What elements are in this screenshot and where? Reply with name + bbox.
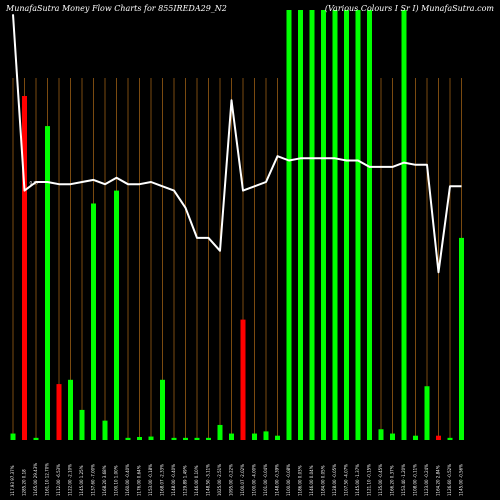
flow-bar [137,436,142,440]
x-tick-label: 1148.50 -3.11% [206,464,211,496]
flow-bar [33,437,39,440]
x-tick-label: 117.93 97.37% [10,465,15,496]
flow-bar [275,435,280,440]
x-tick-label: 1135.00 -0.45% [378,464,383,496]
flow-bar [413,435,418,440]
x-tick-label: 1107.50 -4.07% [344,464,349,496]
flow-bar [68,379,73,440]
flow-bar [10,433,16,440]
flow-bar [91,203,96,440]
x-tick-label: 1122.00 -2.10% [68,464,73,496]
x-tick-label: 1146.00 0.04% [309,465,314,496]
flow-bar [183,437,188,440]
flow-bar [332,10,338,440]
x-tick-label: 1100.10 1.00% [114,465,119,496]
flow-bar [45,126,50,440]
x-tick-label: 1145.00 -0.56% [459,464,464,496]
x-tick-label: 1145.00 1.25% [79,465,84,496]
x-tick-label: 1153.00 -0.18% [148,464,153,496]
x-tick-label: 1025.00 -2.51% [217,464,222,496]
flow-bar [56,384,62,440]
x-tick-label: 1184.00 0.05% [321,465,326,496]
x-tick-label: 1126.60 -0.52% [447,464,452,496]
flow-bar [217,424,223,440]
flow-bar [240,319,246,440]
flow-bar [378,429,384,440]
x-tick-label: 1145.00 -1.37% [355,464,360,496]
price-line [12,14,462,274]
flow-bar [344,10,349,440]
x-tick-label: 1148.00 -0.39% [275,464,280,496]
x-tick-label: 1112.00 -6.53% [56,464,61,496]
flow-bar [171,437,177,440]
x-tick-label: 1129.89 1.49% [183,465,188,496]
x-tick-label: 1186.00 0.03% [298,465,303,496]
flow-bar [148,436,154,440]
flow-bar [355,10,361,440]
flow-bars [10,10,464,440]
flow-bar [194,437,200,440]
x-tick-label: 1123.00 -0.24% [424,464,429,496]
x-tick-label: 1095.00 -0.22% [229,464,234,496]
x-tick-label: 1146.00 0.10% [194,465,199,496]
flow-bar [286,10,292,440]
flow-bar [229,433,234,440]
x-tick-label: 1137.60 -7.00% [91,464,96,496]
flow-bar [401,10,407,440]
price-value-label: 0.37 [30,181,39,186]
x-tick-label: 1100.00 -4.00% [252,464,257,496]
x-tick-label: 1153.40 -1.20% [401,464,406,496]
x-tick-label: 1165.00 29.43% [33,463,38,496]
flow-bar [367,10,372,440]
flow-bar [79,409,85,440]
flow-bar [459,237,464,440]
chart-title-right: (Various Colours I Sr I) MunafaSutra.com [325,4,495,13]
flow-bar [447,437,453,440]
flow-bar [424,386,430,440]
flow-bar [390,433,395,440]
price-line-group: 0.37 [12,14,462,274]
x-tick-label: 1148.00 -0.40% [171,464,176,496]
x-tick-label: 1121.10 -0.15% [367,464,372,496]
x-tick-label: 1100.07 -2.02% [240,464,245,496]
x-tick-label: 1161.10 12.70% [45,463,50,496]
flow-bar [206,437,211,440]
x-tick-label: 1168.07 -2.33% [160,464,165,496]
x-tick-label: 1101.00 -0.04% [263,464,268,496]
x-tick-label: 1285.20 0.18 [22,469,27,496]
x-tick-label: 1160.00 -0.40% [125,464,130,496]
flow-bar [114,190,119,440]
x-tick-label: 1108.00 -0.11% [413,464,418,496]
chart-title-left: MunafaSutra Money Flow Charts for 855IRE… [5,4,227,13]
x-tick-label: 1128.00 -0.05% [332,464,337,496]
x-tick-label: 1168.20 3.68% [102,465,107,496]
x-tick-label: 1176.00 0.64% [137,465,142,496]
flow-bar [102,420,108,440]
flow-bar [436,435,441,440]
flow-bar [125,437,131,440]
x-tick-label: 1166.20 0.37% [390,465,395,496]
x-tick-label: 1100.00 -0.08% [286,464,291,496]
x-tick-label: 1164.20 2.84% [436,465,441,496]
flow-bar [22,96,27,440]
flow-bar [160,379,165,440]
flow-bar [321,10,326,440]
x-axis-labels: 117.93 97.37% 1285.20 0.18 1165.00 29.43% 1… [10,463,464,496]
flow-bar [298,10,303,440]
flow-bar [309,10,315,440]
flow-bar [252,433,257,440]
flow-bar [263,431,269,440]
